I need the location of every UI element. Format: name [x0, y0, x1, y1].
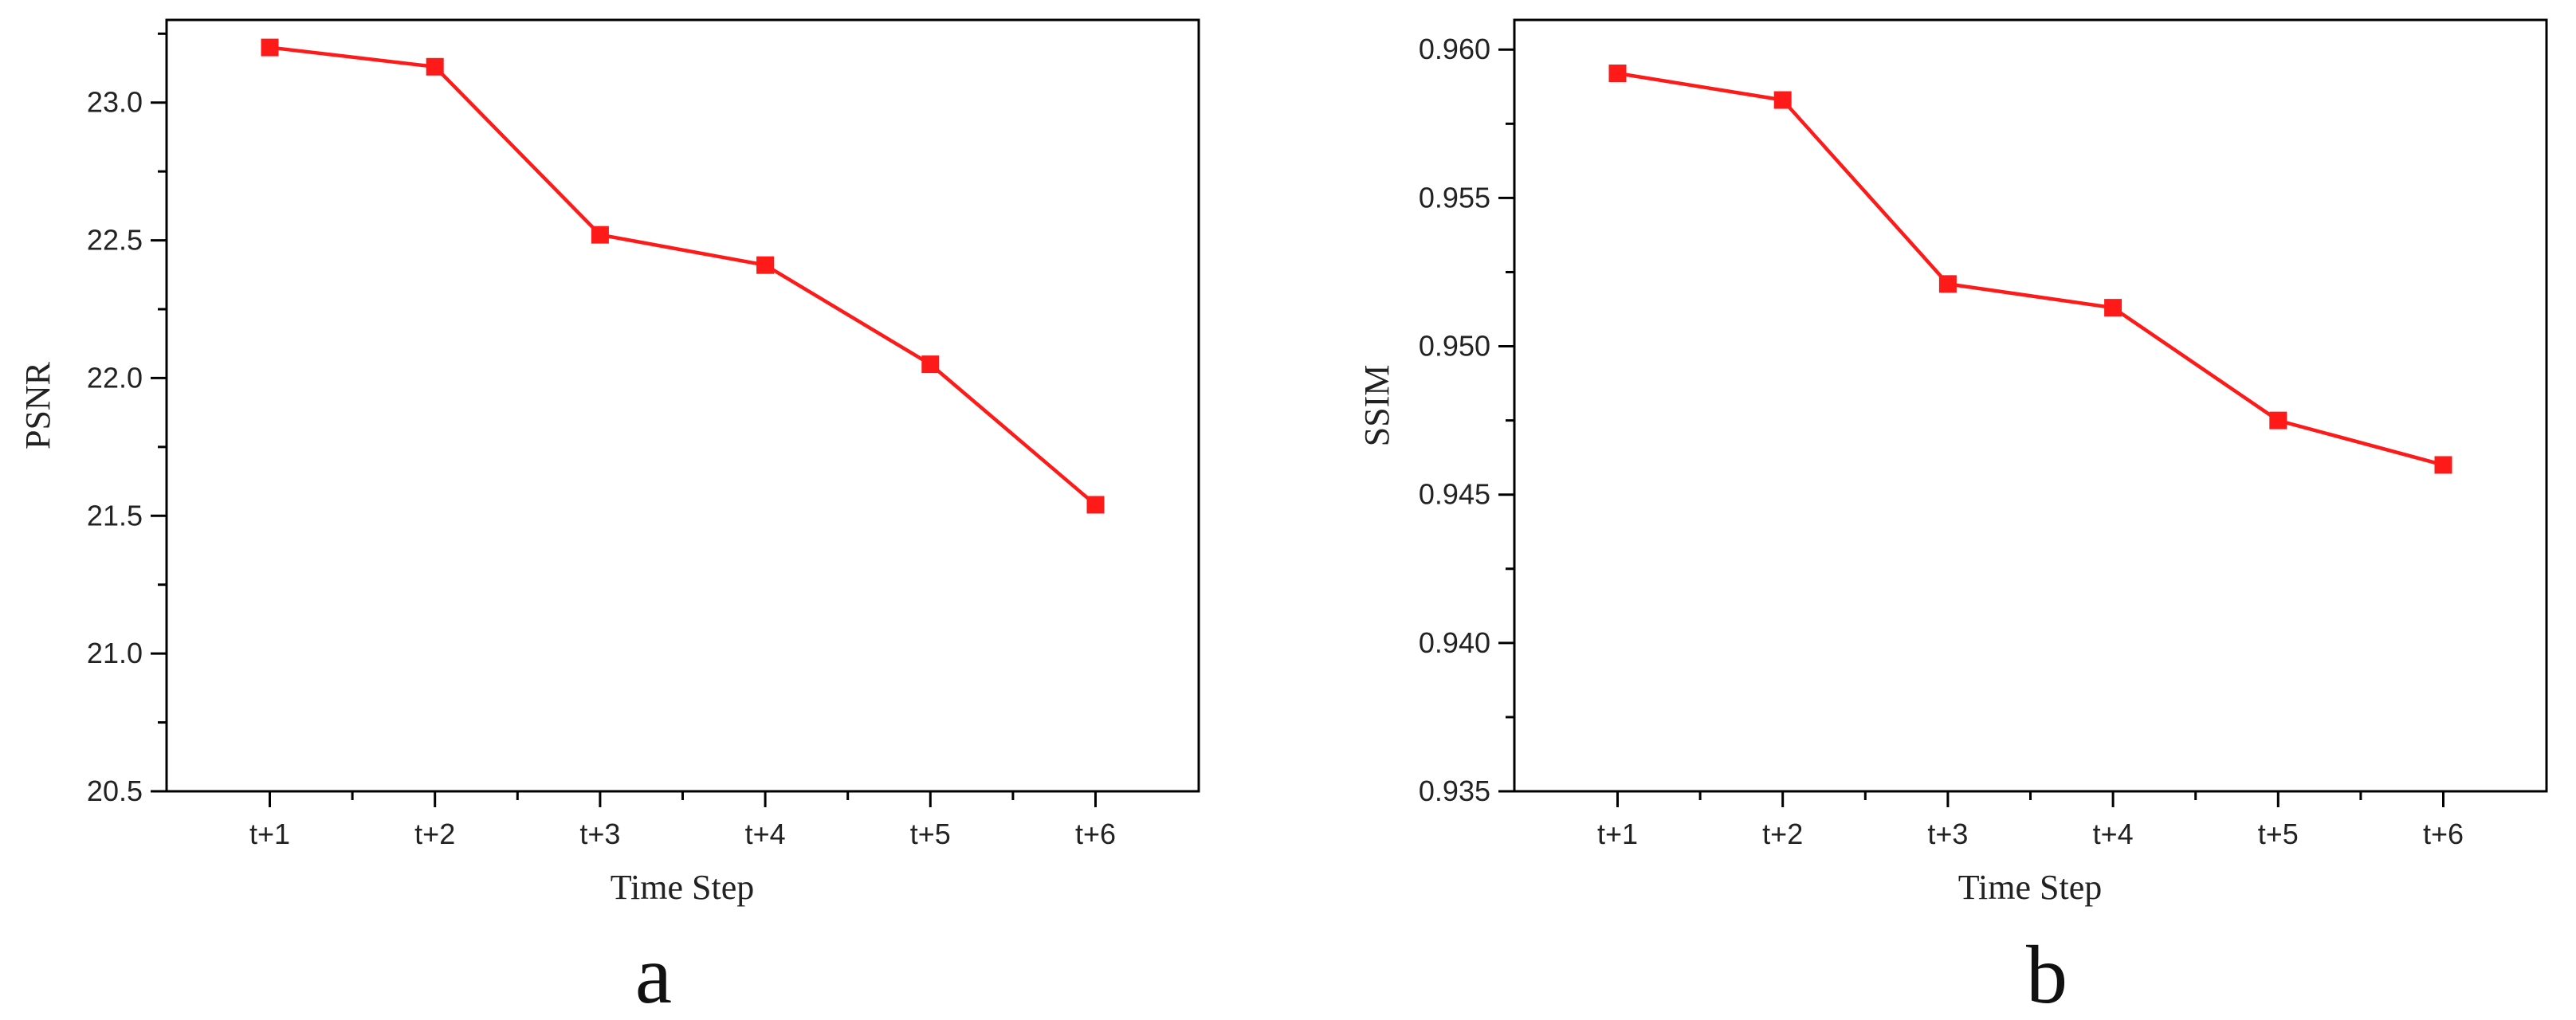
y-tick-label: 0.950 [1419, 330, 1490, 363]
data-point-marker [1608, 65, 1627, 83]
series-line [1617, 71, 2444, 467]
x-tick-label: t+3 [579, 818, 620, 850]
data-point-marker [1086, 496, 1105, 514]
x-tick-label: t+4 [745, 818, 786, 850]
data-point-marker [2104, 299, 2122, 317]
y-ticks: 0.935 0.940 0.945 0.950 0.955 0.960 [1419, 33, 1514, 807]
data-points [261, 38, 1105, 514]
plot-frame [1513, 18, 2548, 793]
y-tick-label: 0.945 [1419, 478, 1490, 511]
chart-panel-b: 0.935 0.940 0.945 0.950 0.955 0.960 t+1 t+2 t+3… [1357, 18, 2548, 1020]
plot-frame [165, 18, 1200, 793]
y-tick-label: 21.5 [87, 499, 143, 532]
y-tick-label: 20.5 [87, 775, 143, 807]
y-tick-label: 23.0 [87, 86, 143, 119]
data-point-marker [2434, 456, 2452, 474]
data-point-marker [2269, 411, 2287, 430]
y-axis-title: PSNR [18, 361, 57, 449]
panel-label: b [2026, 929, 2067, 1020]
x-axis-title: Time Step [1958, 868, 2103, 907]
series-lines [1617, 71, 2444, 467]
data-point-marker [261, 38, 279, 57]
data-point-marker [921, 355, 940, 374]
y-tick-label: 0.960 [1419, 33, 1490, 65]
y-tick-label: 0.940 [1419, 626, 1490, 659]
x-ticks: t+1 t+2 t+3 t+4 t+5 t+6 [249, 791, 1116, 850]
panel-label: a [635, 929, 672, 1020]
data-point-marker [1773, 91, 1792, 109]
y-tick-label: 22.5 [87, 224, 143, 257]
x-tick-label: t+1 [1597, 818, 1638, 850]
y-tick-label: 0.955 [1419, 181, 1490, 214]
y-tick-label: 0.935 [1419, 775, 1490, 807]
x-tick-label: t+2 [1762, 818, 1803, 850]
x-tick-label: t+2 [414, 818, 455, 850]
chart-panel-a: 20.5 21.0 21.5 22.0 22.5 23.0 t+1 t+2 t+3 t+4 t+5… [18, 18, 1200, 1020]
data-point-marker [426, 57, 444, 76]
x-tick-label: t+4 [2093, 818, 2134, 850]
x-tick-label: t+5 [910, 818, 951, 850]
x-axis-title: Time Step [611, 868, 755, 907]
y-axis-title: SSIM [1357, 365, 1396, 447]
series-lines [269, 45, 1097, 507]
x-tick-label: t+3 [1927, 818, 1968, 850]
x-ticks: t+1 t+2 t+3 t+4 t+5 t+6 [1597, 791, 2464, 850]
data-points [1608, 65, 2452, 474]
y-tick-label: 21.0 [87, 637, 143, 669]
data-point-marker [591, 226, 609, 244]
data-point-marker [756, 256, 775, 274]
x-tick-label: t+6 [2423, 818, 2464, 850]
x-tick-label: t+5 [2258, 818, 2299, 850]
data-point-marker [1938, 275, 1957, 293]
x-tick-label: t+6 [1075, 818, 1116, 850]
series-line [269, 45, 1097, 507]
y-ticks: 20.5 21.0 21.5 22.0 22.5 23.0 [87, 32, 167, 807]
x-tick-label: t+1 [249, 818, 290, 850]
y-tick-label: 22.0 [87, 361, 143, 394]
